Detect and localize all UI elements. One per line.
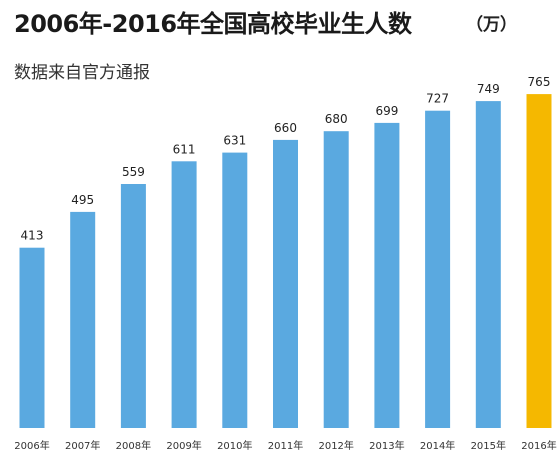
bar-2014年 (425, 110, 451, 428)
chart-title: 2006年-2016年全国高校毕业生人数 (14, 10, 412, 38)
x-tick-label-2008年: 2008年 (116, 439, 151, 452)
x-tick-label-2007年: 2007年 (65, 439, 100, 452)
bars-group (19, 94, 552, 429)
value-label-2015年: 749 (477, 82, 500, 96)
value-label-2009年: 611 (173, 142, 196, 156)
chart-subtitle: 数据来自官方通报 (14, 63, 150, 83)
value-label-2012年: 680 (325, 112, 348, 126)
value-label-2010年: 631 (223, 134, 246, 148)
value-labels-group: 413 495 559 611 631 660 680 699 727 749 765 (21, 75, 551, 243)
x-tick-label-2013年: 2013年 (369, 439, 404, 452)
value-label-2007年: 495 (71, 193, 94, 207)
x-tick-label-2011年: 2011年 (268, 439, 303, 452)
x-tick-labels-group: 2006年 2007年 2008年 2009年 2010年 2011年 2012年 2013年… (14, 439, 556, 452)
x-tick-label-2006年: 2006年 (14, 439, 49, 452)
x-tick-label-2010年: 2010年 (217, 439, 252, 452)
bar-2007年 (70, 211, 96, 428)
x-tick-label-2016年: 2016年 (521, 439, 556, 452)
unit-label: （万） (466, 15, 517, 35)
bar-2013年 (374, 122, 400, 429)
x-tick-label-2014年: 2014年 (420, 439, 455, 452)
bar-2010年 (222, 152, 248, 428)
value-label-2014年: 727 (426, 92, 449, 106)
x-tick-label-2009年: 2009年 (166, 439, 201, 452)
x-tick-label-2012年: 2012年 (318, 439, 353, 452)
bar-2006年 (19, 247, 45, 428)
value-label-2006年: 413 (21, 229, 44, 243)
bar-2008年 (120, 184, 146, 428)
bar-2009年 (171, 161, 197, 429)
value-label-2011年: 660 (274, 121, 297, 135)
bar-2011年 (273, 139, 298, 428)
value-label-2013年: 699 (375, 104, 398, 118)
value-label-2016年: 765 (528, 75, 551, 89)
bar-2016年 (526, 94, 552, 428)
bar-2015年 (475, 101, 501, 428)
value-label-2008年: 559 (122, 165, 145, 179)
bar-2012年 (323, 131, 349, 428)
x-tick-label-2015年: 2015年 (471, 439, 506, 452)
